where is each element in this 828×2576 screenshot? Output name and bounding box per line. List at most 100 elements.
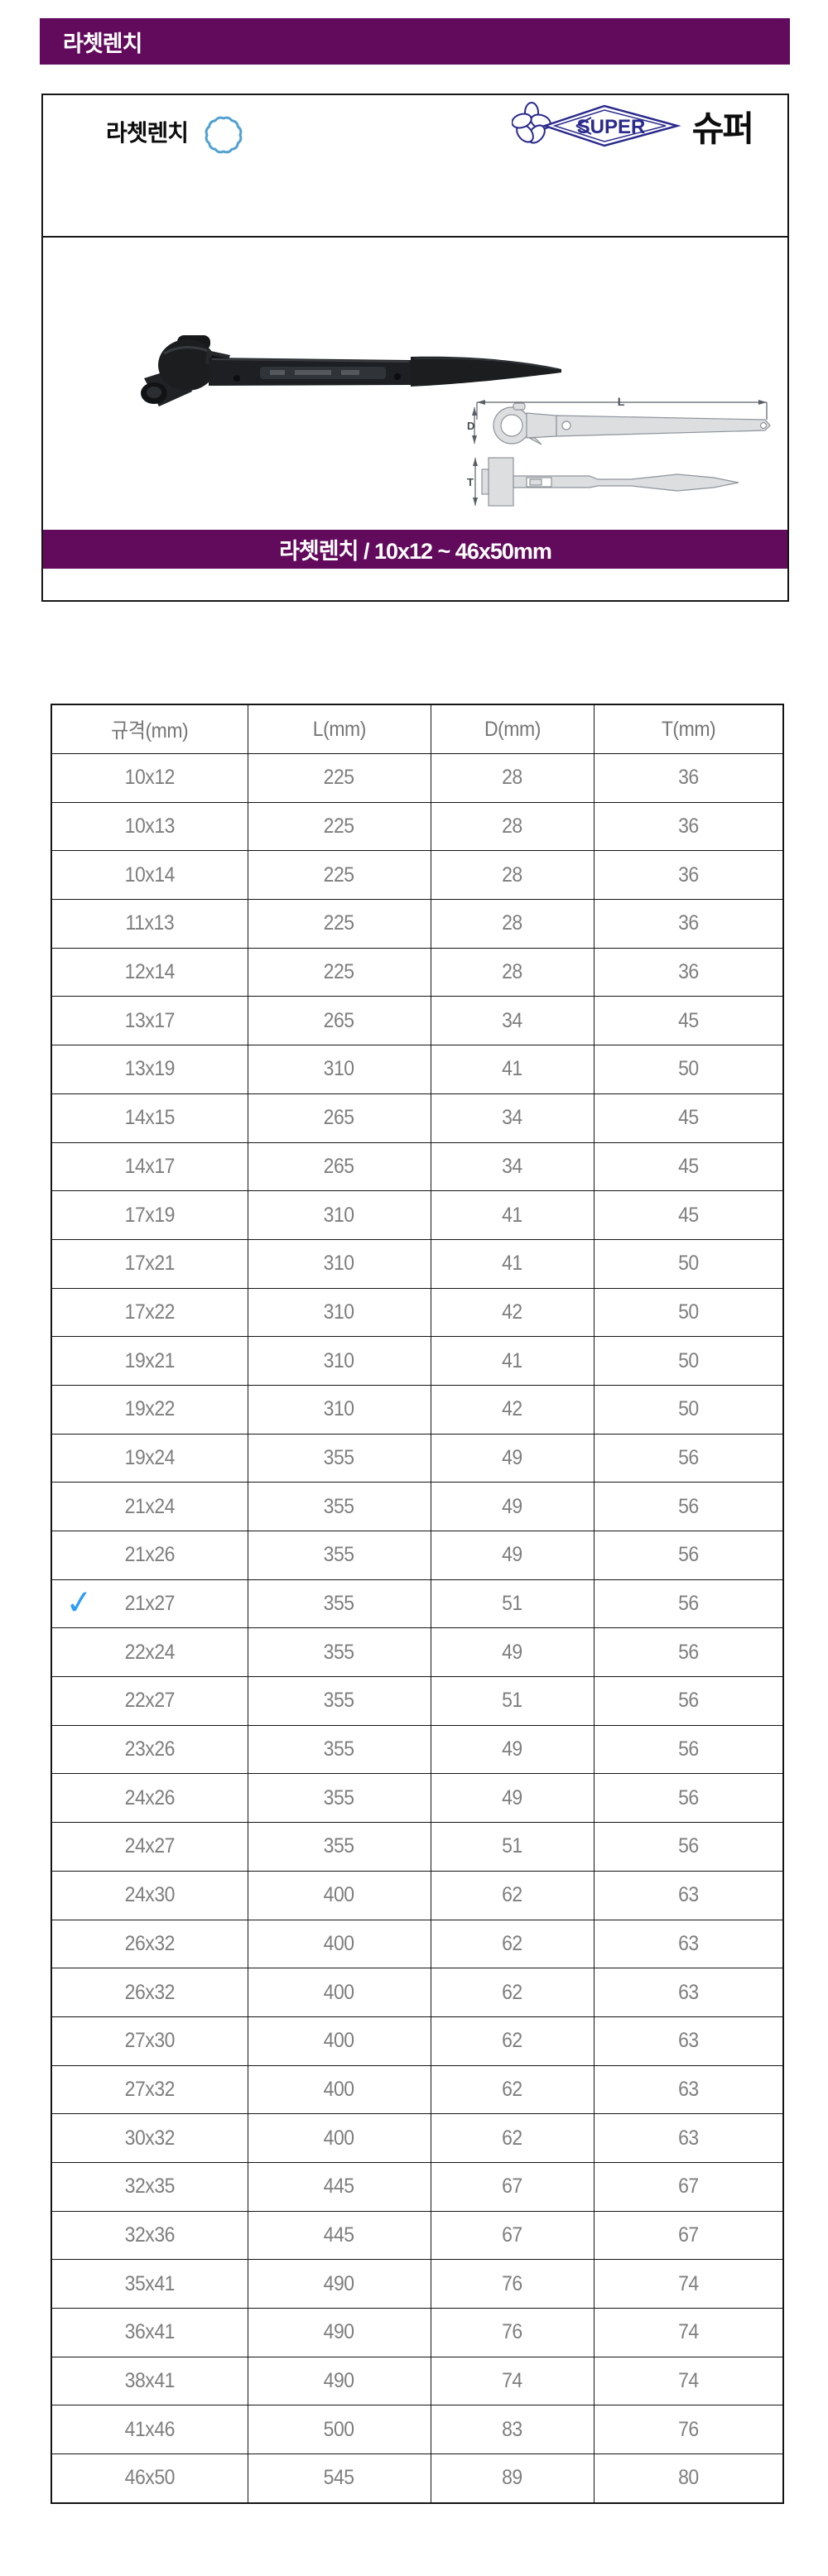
cell-text: 265 bbox=[323, 1154, 355, 1178]
cell-text: 83 bbox=[502, 2417, 522, 2441]
value-cell: 36 bbox=[593, 947, 784, 997]
value-cell: 56 bbox=[593, 1433, 784, 1483]
value-cell: 56 bbox=[593, 1627, 784, 1678]
cell-text: 355 bbox=[323, 1592, 355, 1616]
cell-text: 63 bbox=[677, 1883, 699, 1907]
cell-text: 500 bbox=[323, 2417, 355, 2441]
cell-text: 355 bbox=[323, 1737, 355, 1761]
cell-text: 21x26 bbox=[124, 1543, 176, 1567]
value-cell: 265 bbox=[247, 1141, 431, 1192]
spec-cell: 26x32 bbox=[51, 1968, 248, 2017]
table-row: 30x32 400 62 63 bbox=[51, 2113, 784, 2163]
cell-text: 310 bbox=[323, 1057, 355, 1081]
spec-cell: 38x41 bbox=[51, 2356, 248, 2406]
cell-text: 62 bbox=[502, 2029, 522, 2053]
value-cell: 36 bbox=[593, 753, 784, 803]
cell-text: 49 bbox=[502, 1543, 522, 1567]
cell-text: 355 bbox=[323, 1689, 355, 1713]
table-row: 46x50 545 89 80 bbox=[51, 2453, 784, 2504]
table-row: 22x27 355 51 56 bbox=[51, 1676, 784, 1726]
spec-cell: 19x22 bbox=[51, 1384, 248, 1435]
value-cell: 36 bbox=[593, 801, 784, 852]
value-cell: 28 bbox=[430, 753, 595, 803]
dim-label-T: T bbox=[467, 476, 474, 488]
spec-cell: 32x36 bbox=[51, 2210, 248, 2261]
cell-text: 56 bbox=[677, 1834, 699, 1858]
value-cell: 355 bbox=[247, 1822, 431, 1872]
value-cell: 500 bbox=[247, 2405, 431, 2455]
spec-cell: 21x26 bbox=[51, 1531, 248, 1580]
col-header-size: 규격(mm) bbox=[51, 704, 248, 754]
cell-text: 400 bbox=[323, 1931, 355, 1955]
value-cell: 56 bbox=[593, 1482, 784, 1531]
value-cell: 355 bbox=[247, 1676, 431, 1726]
cell-text: 74 bbox=[677, 2271, 699, 2295]
value-cell: 45 bbox=[593, 1093, 784, 1143]
cell-text: 21x27 bbox=[124, 1592, 176, 1616]
value-cell: 49 bbox=[430, 1773, 595, 1824]
value-cell: 49 bbox=[430, 1482, 595, 1531]
cell-text: 17x19 bbox=[124, 1203, 176, 1227]
value-cell: 225 bbox=[247, 850, 431, 901]
spec-cell: 46x50 bbox=[51, 2453, 248, 2504]
value-cell: 42 bbox=[430, 1287, 595, 1338]
cell-text: 56 bbox=[677, 1785, 699, 1809]
value-cell: 355 bbox=[247, 1579, 431, 1629]
cell-text: 41 bbox=[502, 1252, 522, 1276]
cell-text: 34 bbox=[502, 1154, 522, 1178]
cell-text: 41 bbox=[502, 1203, 522, 1227]
cell-text: 24x26 bbox=[124, 1785, 176, 1809]
cell-text: 23x26 bbox=[124, 1737, 176, 1761]
spec-cell: 23x26 bbox=[51, 1724, 248, 1775]
cell-text: 32x35 bbox=[124, 2175, 176, 2199]
cell-text: 400 bbox=[323, 2077, 355, 2101]
table-row: 24x30 400 62 63 bbox=[51, 1870, 784, 1920]
cell-text: 30x32 bbox=[124, 2126, 176, 2150]
cell-text: 45 bbox=[677, 1008, 699, 1032]
table-row: 17x22 310 42 50 bbox=[51, 1287, 784, 1338]
cell-text: 56 bbox=[677, 1640, 699, 1664]
value-cell: 50 bbox=[593, 1045, 784, 1094]
value-cell: 49 bbox=[430, 1724, 595, 1775]
cell-text: 63 bbox=[677, 1980, 699, 2004]
cell-text: 17x22 bbox=[124, 1300, 176, 1324]
cell-text: 45 bbox=[677, 1106, 699, 1130]
value-cell: 49 bbox=[430, 1433, 595, 1483]
cell-text: 355 bbox=[323, 1494, 355, 1518]
cell-text: 50 bbox=[677, 1397, 699, 1421]
cell-text: 67 bbox=[677, 2223, 699, 2247]
table-row: 32x35 445 67 67 bbox=[51, 2161, 784, 2212]
value-cell: 28 bbox=[430, 850, 595, 901]
value-cell: 310 bbox=[247, 1190, 431, 1240]
value-cell: 76 bbox=[430, 2308, 595, 2357]
value-cell: 50 bbox=[593, 1384, 784, 1435]
cell-text: 76 bbox=[677, 2417, 699, 2441]
cell-text: 21x24 bbox=[124, 1494, 176, 1518]
cell-text: 490 bbox=[323, 2320, 355, 2344]
cell-text: 50 bbox=[677, 1252, 699, 1276]
cell-text: 63 bbox=[677, 2029, 699, 2053]
cell-text: 36x41 bbox=[124, 2320, 176, 2344]
cell-text: 490 bbox=[323, 2271, 355, 2295]
value-cell: 63 bbox=[593, 1870, 784, 1920]
dim-label-L: L bbox=[618, 395, 625, 408]
cell-text: 49 bbox=[502, 1494, 522, 1518]
value-cell: 34 bbox=[430, 1093, 595, 1143]
cell-text: 36 bbox=[677, 911, 699, 935]
product-image-area: L D T bbox=[43, 238, 787, 530]
value-cell: 400 bbox=[247, 2113, 431, 2163]
cell-text: 89 bbox=[502, 2466, 522, 2490]
cell-text: 28 bbox=[502, 815, 522, 839]
cell-text: 445 bbox=[323, 2175, 355, 2199]
value-cell: 74 bbox=[430, 2356, 595, 2406]
card-header: 라쳇렌치 SUPER bbox=[43, 95, 787, 238]
table-row: 35x41 490 76 74 bbox=[51, 2259, 784, 2309]
value-cell: 355 bbox=[247, 1482, 431, 1531]
value-cell: 56 bbox=[593, 1822, 784, 1872]
value-cell: 62 bbox=[430, 1870, 595, 1920]
super-logo-icon: SUPER bbox=[511, 102, 681, 147]
value-cell: 63 bbox=[593, 2113, 784, 2163]
cell-text: 42 bbox=[502, 1300, 522, 1324]
spec-cell: 22x24 bbox=[51, 1627, 248, 1678]
value-cell: 45 bbox=[593, 1141, 784, 1192]
